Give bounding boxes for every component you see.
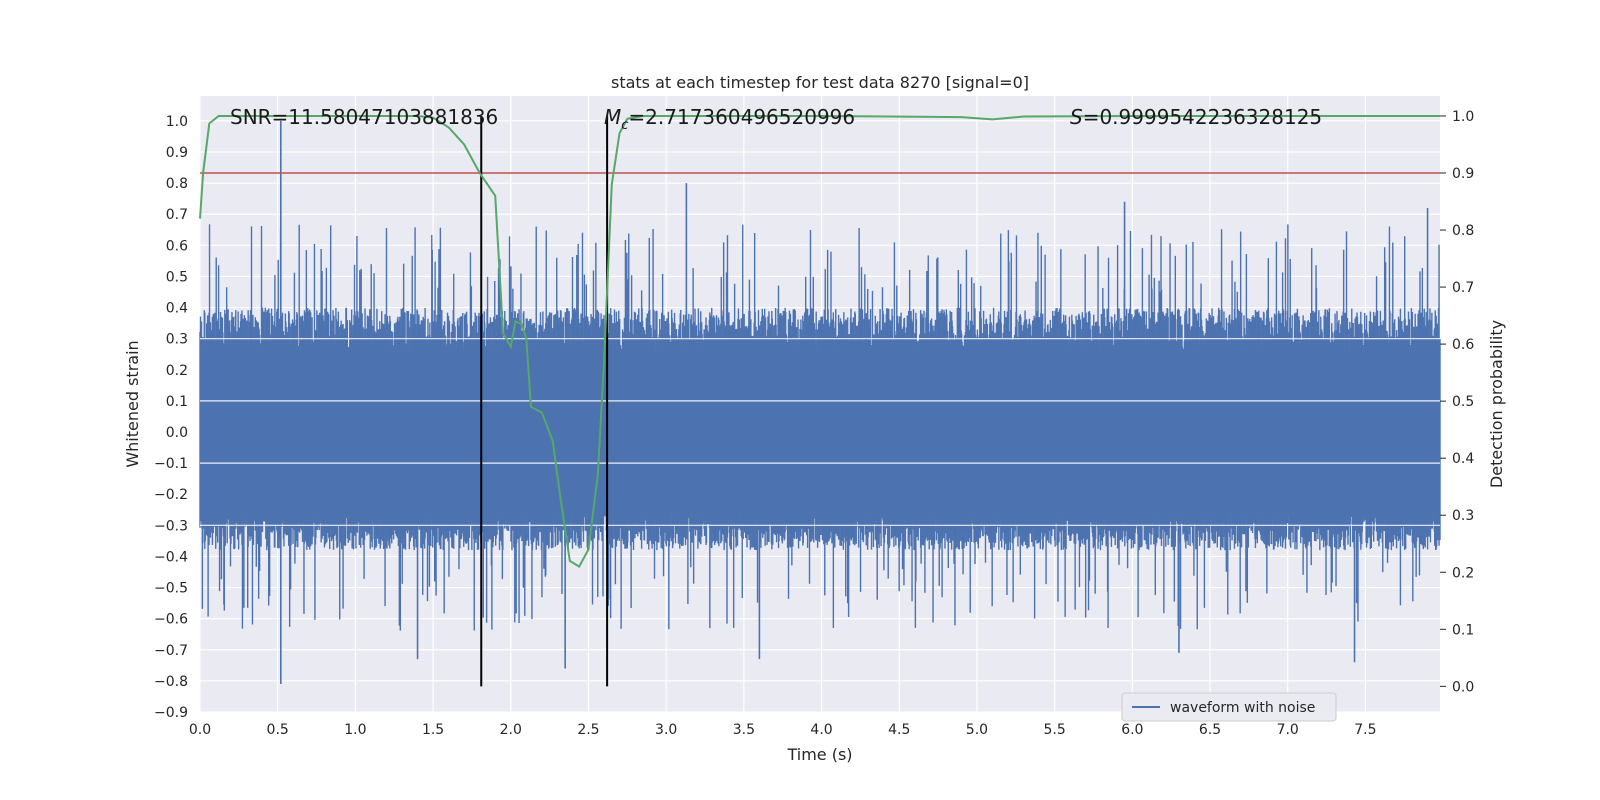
y2-tick-label: 0.5 (1452, 394, 1474, 410)
x-tick-label: 1.0 (344, 722, 366, 738)
y2-tick-label: 0.3 (1452, 508, 1474, 524)
legend: waveform with noise (1121, 692, 1337, 722)
y-tick-label: −0.6 (154, 612, 188, 628)
y2-tick-label: 0.1 (1452, 622, 1474, 638)
x-tick-label: 0.0 (189, 722, 211, 738)
x-tick-label: 3.5 (733, 722, 755, 738)
y-tick-label: 0.7 (166, 207, 188, 223)
y-tick-label: 0.8 (166, 176, 188, 192)
y2-axis-label: Detection probability (1487, 320, 1506, 488)
y-tick-label: 1.0 (166, 114, 188, 130)
x-tick-label: 6.0 (1121, 722, 1143, 738)
y-tick-label: −0.2 (154, 487, 188, 503)
y2-tick-label: 0.2 (1452, 565, 1474, 581)
x-axis-label: Time (s) (786, 745, 852, 764)
x-tick-label: 0.5 (267, 722, 289, 738)
y2-tick-label: 0.8 (1452, 223, 1474, 239)
significance-value: =0.9999542236328125 (1083, 105, 1322, 129)
x-tick-label: 6.5 (1199, 722, 1221, 738)
chirp-mass-symbol: M (604, 105, 621, 129)
y2-tick-label: 0.9 (1452, 166, 1474, 182)
y-tick-label: 0.2 (166, 363, 188, 379)
y-tick-label: −0.1 (154, 456, 188, 472)
x-tick-label: 7.0 (1277, 722, 1299, 738)
chart-title: stats at each timestep for test data 827… (611, 73, 1029, 92)
y-tick-label: 0.6 (166, 238, 188, 254)
y-tick-label: −0.4 (154, 549, 188, 565)
significance-annotation: S=0.9999542236328125 (1070, 105, 1322, 129)
waveform-noise-body (199, 224, 1441, 631)
y2-tick-label: 1.0 (1452, 109, 1474, 125)
x-axis-ticks: 0.0 0.5 1.0 1.5 2.0 2.5 3.0 3.5 4.0 4.5 5.0 5.5 6.0 6… (189, 722, 1377, 738)
chirp-mass-annotation: Mc=2.717360496520996 (604, 105, 855, 133)
chirp-mass-subscript: c (621, 118, 628, 133)
detection-probability-line (199, 114, 1440, 568)
x-tick-label: 4.5 (888, 722, 910, 738)
x-tick-label: 5.5 (1044, 722, 1066, 738)
waveform-with-noise-series (199, 120, 1441, 684)
y-axis-ticks: 1.0 0.9 0.8 0.7 0.6 0.5 0.4 0.3 0.2 0.1 0.0 −0.1 −0.… (154, 114, 188, 721)
x-tick-label: 4.0 (810, 722, 832, 738)
x-tick-label: 1.5 (422, 722, 444, 738)
x-tick-label: 2.0 (500, 722, 522, 738)
y-tick-label: 0.3 (166, 332, 188, 348)
legend-label-waveform: waveform with noise (1170, 700, 1315, 716)
y-tick-label: 0.5 (166, 269, 188, 285)
snr-annotation: SNR=11.58047103881836 (230, 105, 498, 129)
detection-probability-series (199, 114, 1440, 568)
y-tick-label: −0.8 (154, 674, 188, 690)
x-tick-label: 2.5 (577, 722, 599, 738)
significance-symbol: S (1070, 105, 1083, 129)
chirp-mass-value: =2.717360496520996 (628, 105, 855, 129)
y-tick-label: 0.9 (166, 145, 188, 161)
y-tick-label: −0.5 (154, 581, 188, 597)
y-tick-label: −0.3 (154, 518, 188, 534)
x-tick-label: 7.5 (1354, 722, 1376, 738)
y2-tick-label: 0.7 (1452, 280, 1474, 296)
y-tick-label: −0.9 (154, 705, 188, 721)
y-tick-label: 0.1 (166, 394, 188, 410)
y-axis-label: Whitened strain (123, 340, 142, 467)
markers (200, 115, 1440, 687)
legend-box (1121, 692, 1337, 722)
y2-tick-label: 0.6 (1452, 337, 1474, 353)
x-tick-label: 5.0 (966, 722, 988, 738)
y2-tick-label: 0.0 (1452, 679, 1474, 695)
y2-tick-label: 0.4 (1452, 451, 1474, 467)
y2-axis-ticks: 1.0 0.9 0.8 0.7 0.6 0.5 0.4 0.3 0.2 0.1 0.0 (1440, 109, 1474, 695)
y-tick-label: −0.7 (154, 643, 188, 659)
y-tick-label: 0.0 (166, 425, 188, 441)
x-tick-label: 3.0 (655, 722, 677, 738)
y-tick-label: 0.4 (166, 301, 188, 317)
